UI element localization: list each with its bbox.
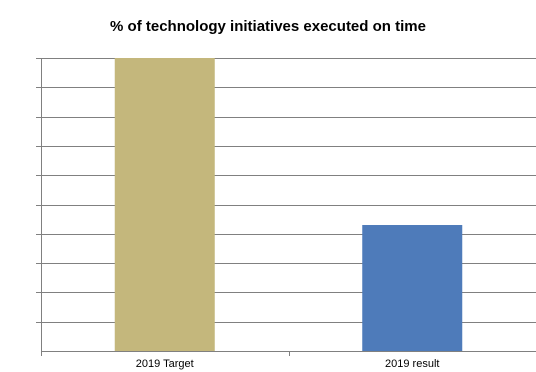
x-tick-label: 2019 result xyxy=(385,358,439,370)
x-tick-label: 2019 Target xyxy=(136,358,194,370)
bar-2019-target xyxy=(114,58,215,351)
chart-title: % of technology initiatives executed on … xyxy=(110,18,426,35)
bars xyxy=(114,58,463,351)
axes xyxy=(41,58,536,356)
category-labels: 2019 Target 2019 result xyxy=(136,351,439,370)
bar-2019-result xyxy=(362,225,463,351)
